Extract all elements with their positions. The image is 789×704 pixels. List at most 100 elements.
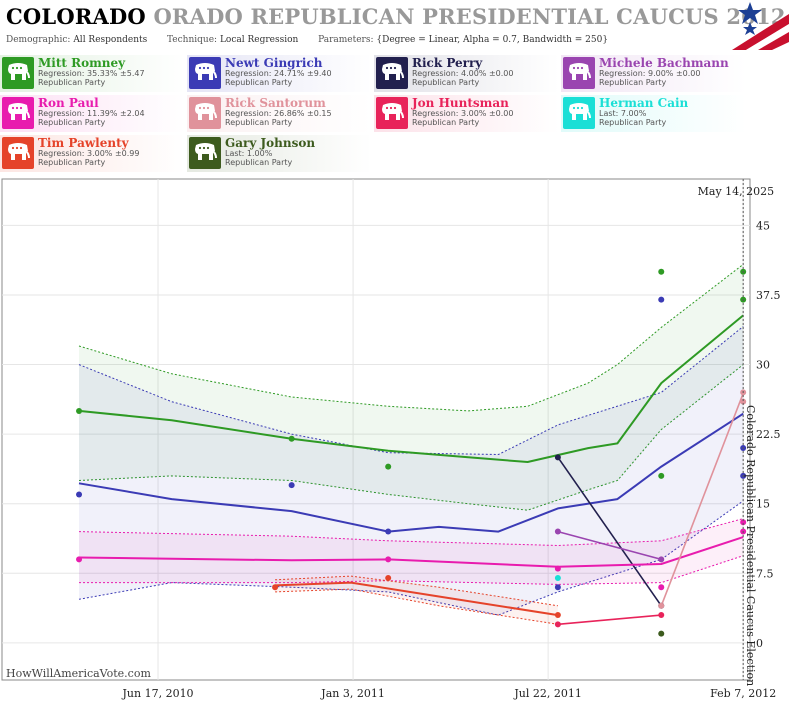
candidate-name: Gary Johnson <box>225 136 316 150</box>
pawlenty-poll-point <box>272 584 279 591</box>
y-tick-label: 30 <box>756 359 770 372</box>
candidate-card-paul[interactable]: Ron Paul Regression: 11.39% ±2.04 Republic… <box>0 95 185 132</box>
title-rest: ORADO REPUBLICAN PRESIDENTIAL CAUCUS 201… <box>153 4 786 29</box>
candidate-party: Republican Party <box>38 118 106 127</box>
current-date-label: May 14, 2025 <box>698 185 775 198</box>
gingrich-poll-point <box>385 528 392 535</box>
technique-value[interactable]: Local Regression <box>219 35 299 45</box>
candidate-name: Herman Cain <box>599 96 689 110</box>
candidate-party: Republican Party <box>412 78 480 87</box>
candidate-party: Republican Party <box>225 158 293 167</box>
perry-poll-point <box>554 454 561 461</box>
paul-band <box>79 518 744 585</box>
paul-poll-point <box>658 584 665 591</box>
title-state: COLORADO <box>6 4 146 29</box>
demographic-value[interactable]: All Respondents <box>73 35 148 45</box>
gingrich-poll-point <box>658 296 665 303</box>
romney-band-lower <box>78 364 744 511</box>
elephant-icon <box>189 57 221 89</box>
plot-frame <box>1 178 751 681</box>
romney-poll-point <box>385 463 392 470</box>
candidate-card-gingrich[interactable]: Newt Gingrich Regression: 24.71% ±9.40 Rep… <box>187 55 372 92</box>
candidate-party: Republican Party <box>599 118 667 127</box>
elephant-icon <box>376 57 408 89</box>
candidate-card-johnson[interactable]: Gary Johnson Last: 1.00% Republican Party <box>187 135 372 172</box>
candidate-party: Republican Party <box>38 158 106 167</box>
cain-poll-point <box>554 574 561 581</box>
candidate-stat: Regression: 4.00% ±0.00 <box>412 69 514 78</box>
y-tick-label: 37.5 <box>756 289 781 302</box>
candidate-name: Ron Paul <box>38 96 99 110</box>
candidate-name: Rick Perry <box>412 56 483 70</box>
candidate-party: Republican Party <box>225 78 293 87</box>
y-tick-label: 45 <box>756 219 770 232</box>
elephant-icon <box>376 97 408 129</box>
romney-poll-point <box>288 435 295 442</box>
x-tick-label: Feb 7, 2012 <box>710 687 776 700</box>
elephant-icon <box>189 97 221 129</box>
x-tick-label: Jul 22, 2011 <box>513 687 582 700</box>
bachmann-poll-point <box>554 528 561 535</box>
y-tick-label: 15 <box>756 498 770 511</box>
candidate-card-bachmann[interactable]: Michele Bachmann Regression: 9.00% ±0.00 R… <box>561 55 746 92</box>
x-tick-label: Jan 3, 2011 <box>320 687 385 700</box>
paul-poll-point <box>554 565 561 572</box>
santorum-trend-line <box>660 393 744 607</box>
johnson-poll-point <box>658 630 665 637</box>
flag-logo-icon <box>712 0 789 50</box>
candidate-stat: Regression: 3.00% ±0.00 <box>412 109 514 118</box>
romney-poll-point <box>658 472 665 479</box>
candidate-stat: Regression: 9.00% ±0.00 <box>599 69 701 78</box>
pawlenty-poll-point <box>554 612 561 619</box>
perry-trend-line <box>557 456 662 607</box>
parameters-value[interactable]: {Degree = Linear, Alpha = 0.7, Bandwidth… <box>376 35 609 45</box>
y-tick-label: 0 <box>756 637 763 650</box>
candidate-name: Rick Santorum <box>225 96 326 110</box>
candidate-stat: Regression: 3.00% ±0.99 <box>38 149 140 158</box>
huntsman-poll-point <box>554 621 561 628</box>
gingrich-poll-point <box>288 482 295 489</box>
paul-poll-point <box>385 556 392 563</box>
pawlenty-band-lower <box>275 588 558 625</box>
candidate-legend: Mitt Romney Regression: 35.33% ±5.47 Repub… <box>0 55 789 175</box>
santorum-poll-point <box>740 398 747 405</box>
candidate-card-huntsman[interactable]: Jon Huntsman Regression: 3.00% ±0.00 Repub… <box>374 95 559 132</box>
y-tick-label: 7.5 <box>756 567 774 580</box>
bachmann-poll-point <box>658 556 665 563</box>
paul-band-lower <box>79 555 744 585</box>
election-label: Colorado Republican Presidential Caucus … <box>744 405 757 686</box>
elephant-icon <box>563 57 595 89</box>
candidate-stat: Regression: 35.33% ±5.47 <box>38 69 145 78</box>
candidate-card-cain[interactable]: Herman Cain Last: 7.00% Republican Party <box>561 95 746 132</box>
elephant-icon <box>2 97 34 129</box>
pawlenty-poll-point <box>385 574 392 581</box>
romney-band <box>79 264 744 511</box>
candidate-card-romney[interactable]: Mitt Romney Regression: 35.33% ±5.47 Repub… <box>0 55 185 92</box>
gingrich-band <box>79 326 744 616</box>
candidate-stat: Last: 7.00% <box>599 109 647 118</box>
parameters-row: Demographic: All Respondents Technique: … <box>6 35 608 45</box>
candidate-party: Republican Party <box>599 78 667 87</box>
candidate-stat: Last: 1.00% <box>225 149 273 158</box>
paul-poll-point <box>76 556 83 563</box>
pawlenty-band <box>275 576 558 625</box>
candidate-stat: Regression: 26.86% ±0.15 <box>225 109 332 118</box>
candidate-card-perry[interactable]: Rick Perry Regression: 4.00% ±0.00 Republi… <box>374 55 559 92</box>
paul-trend-line <box>78 536 744 568</box>
candidate-card-pawlenty[interactable]: Tim Pawlenty Regression: 3.00% ±0.99 Repub… <box>0 135 185 172</box>
candidate-name: Jon Huntsman <box>412 96 509 110</box>
candidate-party: Republican Party <box>412 118 480 127</box>
x-tick-label: Jun 17, 2010 <box>122 687 194 700</box>
candidate-name: Newt Gingrich <box>225 56 323 70</box>
elephant-icon <box>2 57 34 89</box>
y-tick-label: 22.5 <box>756 428 781 441</box>
gingrich-trend-line <box>78 412 744 533</box>
huntsman-poll-point <box>658 612 665 619</box>
elephant-icon <box>189 137 221 169</box>
pawlenty-trend-line <box>275 581 559 617</box>
paul-poll-point <box>740 519 747 526</box>
bachmann-trend-line <box>557 530 662 561</box>
gingrich-poll-point <box>554 584 561 591</box>
candidate-card-santorum[interactable]: Rick Santorum Regression: 26.86% ±0.15 Rep… <box>187 95 372 132</box>
